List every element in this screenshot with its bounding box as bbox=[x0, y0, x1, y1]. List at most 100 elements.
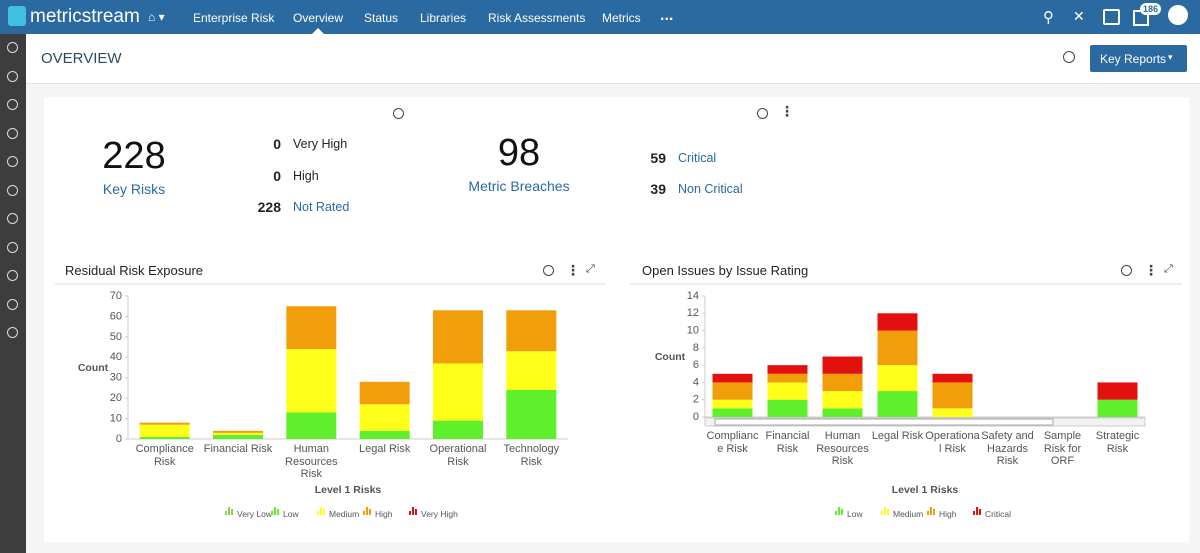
y-tick-label: 50 bbox=[110, 331, 122, 343]
bar-segment bbox=[433, 310, 483, 364]
kpi-label[interactable]: Metric Breaches bbox=[468, 178, 570, 194]
brand: metricstream bbox=[30, 6, 140, 27]
nav-item[interactable]: Status bbox=[364, 11, 399, 25]
search-icon[interactable]: ⚲ bbox=[1043, 9, 1054, 26]
sidebar-icon[interactable] bbox=[7, 298, 18, 310]
bar-segment bbox=[767, 399, 808, 417]
legend-label[interactable]: Medium bbox=[893, 509, 924, 519]
bar-segment bbox=[213, 432, 263, 435]
x-tick-label: Legal Risk bbox=[358, 443, 411, 455]
chart-title: Open Issues by Issue Rating bbox=[642, 263, 809, 278]
bar-segment bbox=[286, 412, 337, 439]
dropdown-caret[interactable]: ▾ bbox=[1168, 52, 1173, 62]
top-bar bbox=[0, 0, 1200, 34]
sidebar-icon[interactable] bbox=[7, 99, 18, 110]
legend-label[interactable]: Critical bbox=[985, 509, 1011, 519]
kpi-label[interactable]: Key Risks bbox=[102, 181, 166, 197]
bar-segment bbox=[359, 404, 410, 431]
sidebar-icon[interactable] bbox=[7, 327, 18, 338]
bar-segment bbox=[767, 382, 808, 400]
legend-label[interactable]: Low bbox=[847, 509, 863, 519]
sidebar-icon[interactable] bbox=[7, 270, 18, 281]
nav-item[interactable]: Metrics bbox=[602, 11, 641, 25]
breadcrumb[interactable]: Enterprise Risk bbox=[193, 11, 275, 25]
expand-icon[interactable]: ⤢ bbox=[1164, 263, 1173, 275]
legend-swatch bbox=[228, 507, 230, 515]
x-axis-label: Level 1 Risks bbox=[891, 484, 959, 496]
y-tick-label: 20 bbox=[110, 392, 122, 404]
active-pointer bbox=[312, 28, 324, 34]
avatar[interactable] bbox=[1168, 5, 1188, 25]
legend-swatch bbox=[927, 511, 929, 515]
help-icon[interactable] bbox=[1121, 265, 1132, 276]
nav-item[interactable]: Libraries bbox=[420, 11, 467, 25]
legend-swatch bbox=[317, 511, 319, 515]
legend-label[interactable]: Very Low bbox=[237, 509, 272, 519]
help-icon[interactable] bbox=[393, 108, 404, 119]
x-tick-label: Compliance Risk bbox=[706, 430, 759, 455]
bar-segment bbox=[877, 365, 918, 392]
sidebar-icon[interactable] bbox=[7, 184, 18, 196]
legend-swatch bbox=[887, 509, 889, 515]
sidebar-icon[interactable] bbox=[7, 241, 18, 253]
legend-label[interactable]: Medium bbox=[329, 509, 360, 519]
x-axis-label: Level 1 Risks bbox=[314, 484, 382, 496]
bar-segment bbox=[822, 408, 863, 417]
breakdown-label[interactable]: Not Rated bbox=[293, 200, 350, 214]
help-icon[interactable] bbox=[1063, 51, 1075, 63]
y-tick-label: 40 bbox=[110, 351, 122, 363]
tools-icon[interactable]: ✕ bbox=[1073, 8, 1085, 24]
menu-icon[interactable]: ⋮ bbox=[1144, 262, 1158, 278]
home-icon[interactable]: ⌂ ▾ bbox=[148, 10, 165, 24]
nav-more[interactable]: ... bbox=[660, 7, 674, 24]
legend-label[interactable]: High bbox=[939, 509, 957, 519]
expand-icon[interactable]: ⤢ bbox=[586, 263, 595, 275]
bar-segment bbox=[712, 382, 753, 400]
legend-swatch bbox=[369, 509, 371, 515]
bar-segment bbox=[359, 430, 410, 439]
legend-swatch bbox=[841, 509, 843, 515]
nav-item[interactable]: Overview bbox=[293, 11, 344, 25]
y-tick-label: 8 bbox=[693, 342, 699, 354]
help-icon[interactable] bbox=[543, 265, 554, 276]
bar-segment bbox=[506, 310, 557, 352]
breakdown-value: 0 bbox=[273, 168, 281, 184]
sidebar-icon[interactable] bbox=[7, 127, 18, 139]
bar-segment bbox=[932, 373, 973, 383]
menu-icon[interactable]: ⋮ bbox=[780, 103, 794, 119]
key-reports-label[interactable]: Key Reports bbox=[1100, 52, 1167, 66]
y-tick-label: 30 bbox=[110, 372, 122, 384]
badge: 186 bbox=[1140, 3, 1162, 15]
logo bbox=[8, 6, 26, 26]
bar-segment bbox=[286, 306, 337, 350]
legend-swatch bbox=[409, 511, 411, 515]
sidebar-icon[interactable] bbox=[7, 42, 18, 53]
legend-label[interactable]: High bbox=[375, 509, 393, 519]
y-tick-label: 60 bbox=[110, 310, 122, 322]
breakdown-label[interactable]: Non Critical bbox=[678, 182, 743, 196]
y-tick-label: 0 bbox=[116, 433, 122, 445]
legend-swatch bbox=[277, 509, 279, 515]
legend-swatch bbox=[271, 511, 273, 515]
legend-label[interactable]: Very High bbox=[421, 509, 458, 519]
key-reports-button[interactable] bbox=[1090, 45, 1187, 72]
scrollbar-thumb bbox=[714, 418, 1054, 426]
calendar-icon[interactable] bbox=[1103, 9, 1120, 25]
menu-icon[interactable]: ⋮ bbox=[566, 262, 580, 278]
y-tick-label: 12 bbox=[687, 307, 699, 319]
page-title: OVERVIEW bbox=[41, 50, 122, 67]
sidebar-icon[interactable] bbox=[7, 156, 18, 167]
legend-label[interactable]: Low bbox=[283, 509, 299, 519]
sidebar-icon[interactable] bbox=[7, 213, 18, 224]
legend-swatch bbox=[976, 507, 978, 515]
legend-swatch bbox=[930, 507, 932, 515]
bar-segment bbox=[139, 424, 190, 437]
nav-item[interactable]: Risk Assessments bbox=[488, 11, 586, 25]
breakdown-label: Very High bbox=[293, 137, 348, 151]
legend-swatch bbox=[366, 507, 368, 515]
bar-segment bbox=[822, 373, 863, 392]
bar-segment bbox=[506, 389, 557, 439]
help-icon[interactable] bbox=[757, 108, 768, 119]
breakdown-label[interactable]: Critical bbox=[678, 151, 717, 165]
sidebar-icon[interactable] bbox=[7, 70, 18, 82]
